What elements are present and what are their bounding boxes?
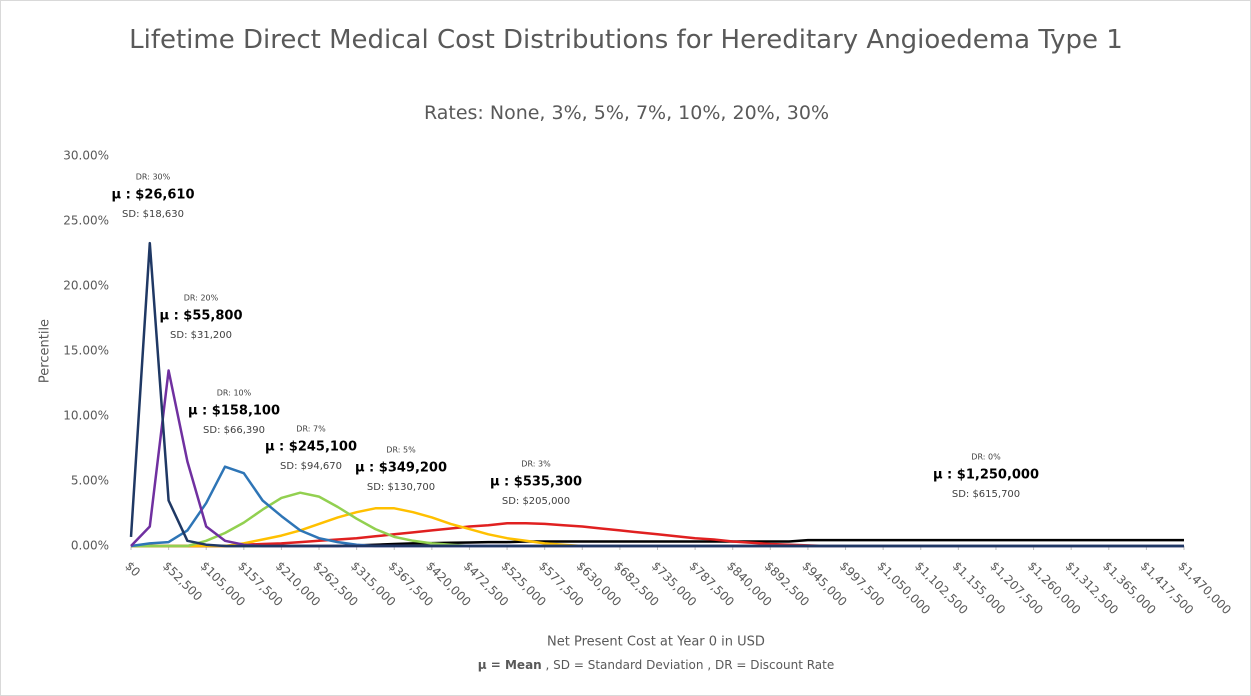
annotation-sd: SD: $31,200 <box>170 330 232 341</box>
y-tick-label: 0.00% <box>71 539 109 553</box>
annotation-dr: DR: 3% <box>521 460 551 469</box>
annotation-mean: μ : $1,250,000 <box>933 468 1039 483</box>
annotation-mean: μ : $26,610 <box>111 188 194 203</box>
y-tick-label: 5.00% <box>71 474 109 488</box>
x-tick-label: $52,500 <box>160 559 205 604</box>
annotation-mean: μ : $535,300 <box>490 475 582 490</box>
annotation-sd: SD: $130,700 <box>367 482 435 493</box>
chart-subtitle: Rates: None, 3%, 5%, 7%, 10%, 20%, 30% <box>423 102 830 124</box>
annotation-mean: μ : $158,100 <box>188 404 280 419</box>
note: μ = Mean , SD = Standard Deviation , DR … <box>478 658 834 672</box>
annotation-dr: DR: 10% <box>217 389 252 398</box>
y-tick-label: 30.00% <box>63 149 109 163</box>
annotation-mean: μ : $245,100 <box>265 440 357 455</box>
annotation-sd: SD: $205,000 <box>502 496 570 507</box>
note-rest: , SD = Standard Deviation , DR = Discoun… <box>542 658 835 672</box>
y-tick-label: 10.00% <box>63 409 109 423</box>
chart-title: Lifetime Direct Medical Cost Distributio… <box>129 25 1123 55</box>
annotation-sd: SD: $18,630 <box>122 209 184 220</box>
series-line <box>129 241 1184 548</box>
annotation-sd: SD: $94,670 <box>280 461 342 472</box>
series-line <box>130 369 1184 548</box>
y-tick-label: 15.00% <box>63 344 109 358</box>
y-tick-label: 25.00% <box>63 214 109 228</box>
annotation-mean: μ : $55,800 <box>159 309 242 324</box>
y-axis-label: Percentile <box>38 319 53 383</box>
annotation-dr: DR: 30% <box>136 173 171 182</box>
annotation-mean: μ : $349,200 <box>355 461 447 476</box>
annotation-dr: DR: 0% <box>971 453 1001 462</box>
x-axis-label: Net Present Cost at Year 0 in USD <box>547 635 765 650</box>
annotation-dr: DR: 5% <box>386 446 416 455</box>
annotation-dr: DR: 20% <box>184 294 219 303</box>
annotation-sd: SD: $615,700 <box>952 489 1020 500</box>
series-line <box>131 491 1184 548</box>
annotation-dr: DR: 7% <box>296 425 326 434</box>
note-bold: μ = Mean <box>478 658 542 672</box>
annotation-sd: SD: $66,390 <box>203 425 265 436</box>
y-tick-label: 20.00% <box>63 279 109 293</box>
x-tick-label: $0 <box>122 559 143 580</box>
